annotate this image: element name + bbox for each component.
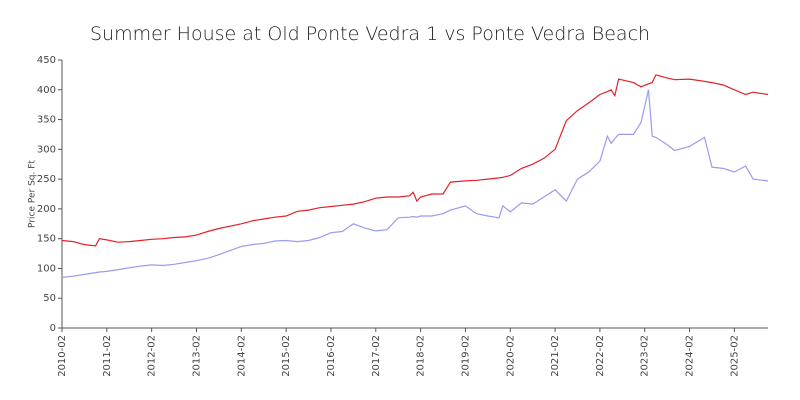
x-tick-label: 2018-02 [416,335,427,377]
y-tick-label: 350 [37,115,56,126]
series-line [61,89,769,278]
x-tick-label: 2021-02 [550,335,561,377]
x-tick-label: 2024-02 [685,335,696,377]
y-tick-label: 0 [50,323,56,334]
x-tick-label: 2014-02 [236,335,247,377]
y-tick-label: 400 [37,85,56,96]
series-line [61,74,769,247]
y-tick-label: 200 [37,204,56,215]
x-tick-label: 2017-02 [371,335,382,377]
y-axis-label: Price Per Sq. Ft [28,160,38,228]
x-tick-label: 2019-02 [460,335,471,377]
x-tick-label: 2011-02 [102,335,113,377]
y-tick-label: 150 [37,234,56,245]
y-tick-label: 450 [37,55,56,66]
x-tick-label: 2015-02 [281,335,292,377]
y-tick-label: 50 [43,293,56,304]
x-tick-label: 2016-02 [326,335,337,377]
y-tick-label: 250 [37,174,56,185]
y-tick-label: 100 [37,263,56,274]
x-tick-label: 2012-02 [147,335,158,377]
x-tick-label: 2020-02 [505,335,516,377]
y-tick-label: 300 [37,144,56,155]
x-tick-label: 2025-02 [729,335,740,377]
x-tick-label: 2010-02 [57,335,68,377]
x-tick-label: 2023-02 [640,335,651,377]
chart-title: Summer House at Old Ponte Vedra 1 vs Pon… [90,23,650,45]
x-tick-label: 2013-02 [191,335,202,377]
x-tick-label: 2022-02 [595,335,606,377]
